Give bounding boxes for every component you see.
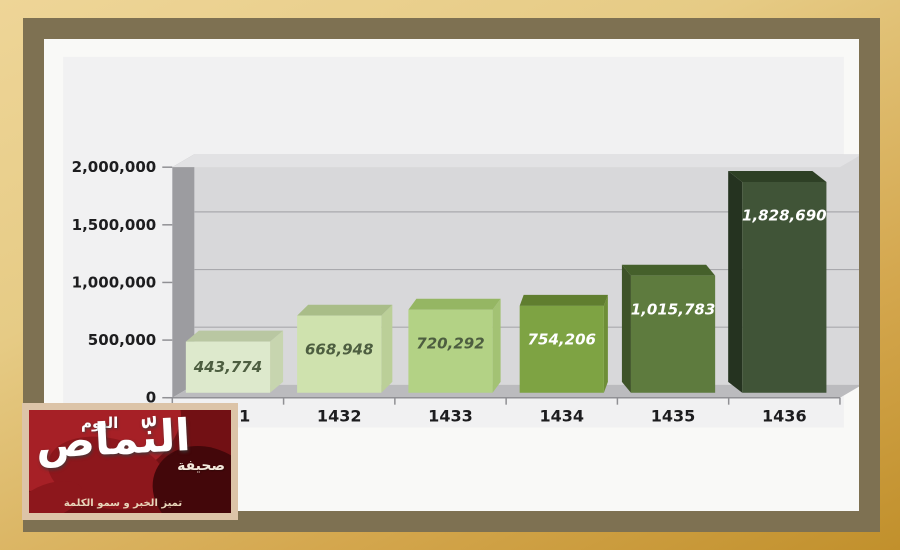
logo-background: اليوم النّماص صحيفة تميز الخبر و سمو الك… [29, 410, 231, 513]
logo-word-newspaper: صحيفة [177, 458, 225, 474]
bar-1431 [185, 341, 271, 393]
logo-tagline: تميز الخبر و سمو الكلمة [63, 498, 183, 509]
x-axis-label: 1435 [651, 407, 696, 426]
y-axis-label: 2,000,000 [72, 158, 157, 176]
bar-side-1432 [381, 304, 393, 393]
bar-top-1434 [519, 294, 608, 306]
bar-top-1436 [728, 171, 827, 182]
x-axis-label: 1432 [317, 407, 362, 426]
side-wall [172, 154, 195, 398]
y-axis-label: 0 [146, 389, 156, 407]
bar-side-1431 [270, 330, 284, 393]
bar-side-1434 [603, 294, 608, 393]
bar-1435 [630, 275, 716, 393]
bar-chart-3d: 0 500,000 1,000,000 1,500,000 2,000,000 443,7… [63, 56, 859, 428]
bar-side-1433 [492, 298, 501, 393]
bar-value-label: 720,292 [416, 335, 484, 353]
wall-top-face [172, 154, 859, 168]
bar-value-label: 443,774 [193, 358, 262, 376]
bar-value-label: 1,015,783 [631, 300, 716, 318]
bar-value-label: 668,948 [305, 340, 373, 358]
bar-side-1436 [728, 171, 743, 393]
y-axis-label: 1,000,000 [72, 273, 157, 291]
x-axis-label: 1436 [762, 407, 807, 426]
newspaper-logo: اليوم النّماص صحيفة تميز الخبر و سمو الك… [22, 403, 238, 520]
logo-word-today: اليوم [81, 414, 119, 432]
bar-top-1433 [408, 298, 501, 310]
bar-top-1431 [185, 330, 284, 342]
bar-1432 [297, 315, 382, 393]
bar-1434 [519, 305, 604, 393]
x-axis-label: 1433 [428, 407, 473, 426]
bar-top-1435 [621, 264, 716, 276]
y-axis-label: 500,000 [88, 331, 156, 349]
x-axis-label: 1434 [539, 407, 584, 426]
bar-value-label: 754,206 [528, 331, 596, 349]
y-axis-label: 1,500,000 [72, 216, 157, 234]
bar-side-1435 [621, 264, 631, 393]
bar-value-label: 1,828,690 [742, 207, 827, 225]
photo-frame: 0 500,000 1,000,000 1,500,000 2,000,000 443,7… [23, 18, 880, 532]
bar-1436 [742, 181, 827, 393]
bar-top-1432 [297, 304, 393, 316]
logo-title-calligraphy: النّماص [34, 410, 192, 470]
bar-1433 [408, 309, 493, 393]
